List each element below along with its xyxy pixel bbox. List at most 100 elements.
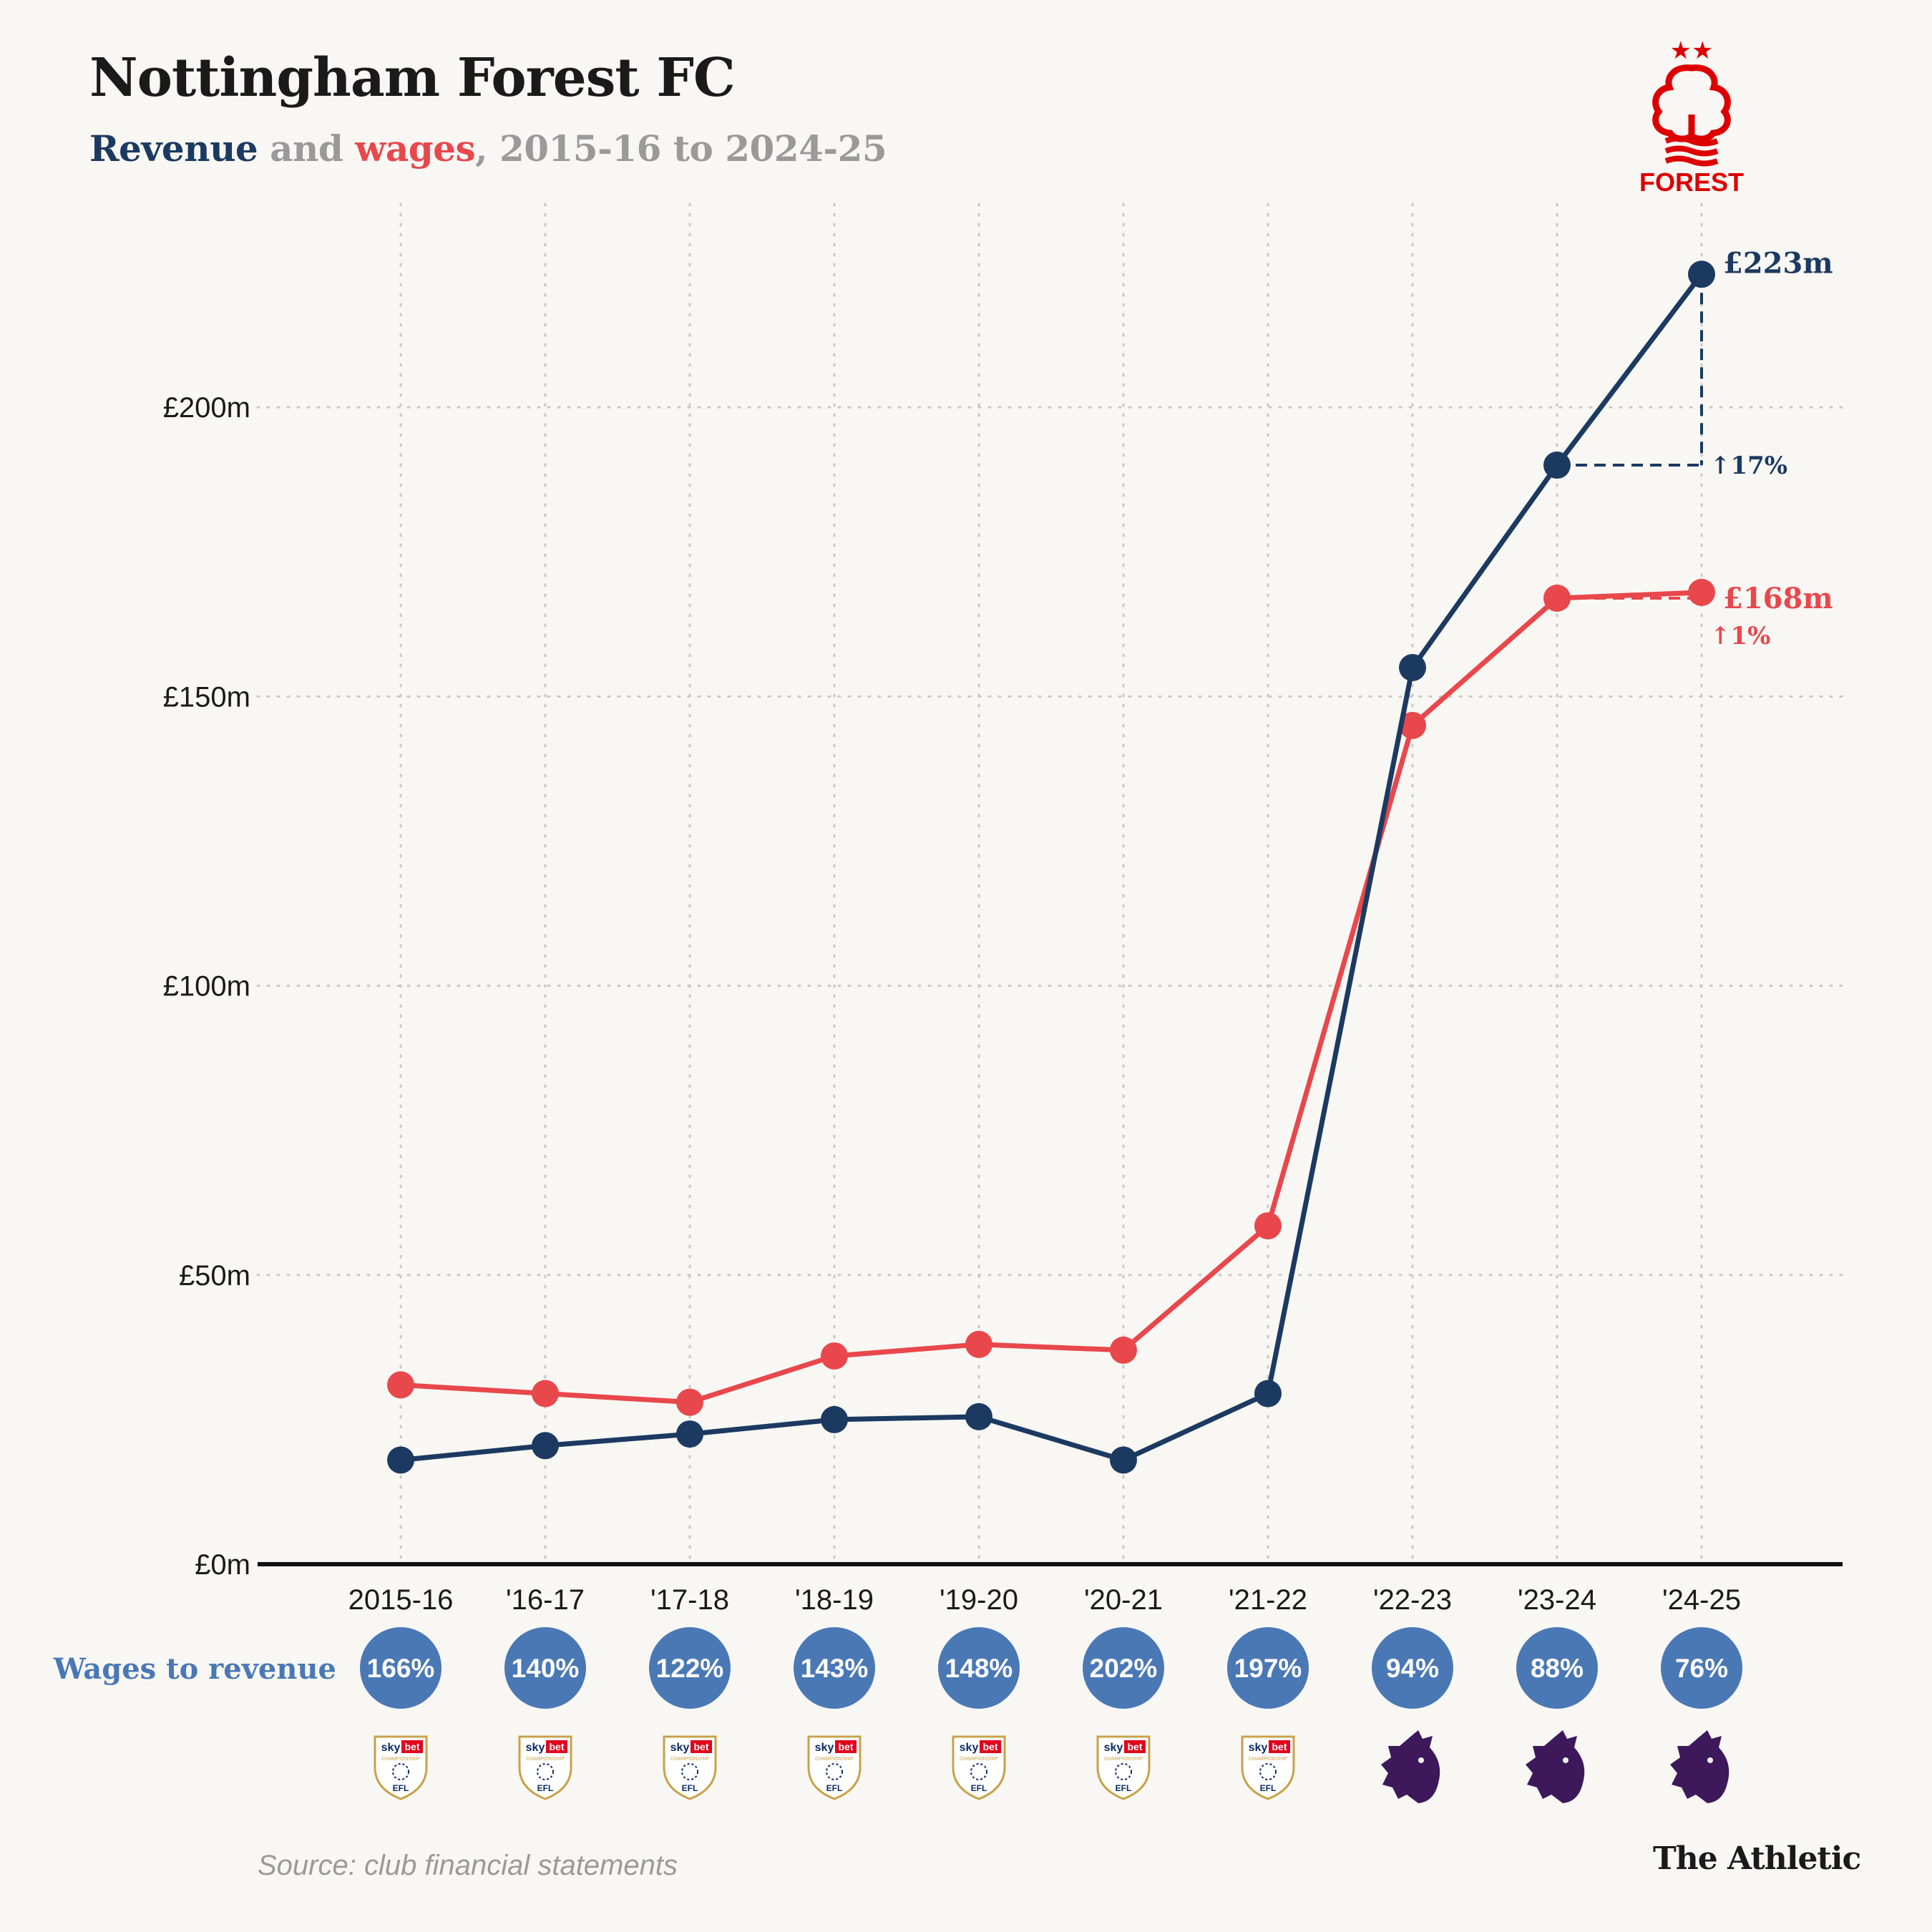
bet-box xyxy=(1124,1740,1146,1753)
chart-subtitle: Revenue and wages, 2015-16 to 2024-25 xyxy=(89,127,887,170)
crest-star-icon: ★★ xyxy=(1670,36,1714,65)
wages-point xyxy=(1110,1336,1137,1364)
revenue-point xyxy=(1543,452,1571,479)
lion-head-icon xyxy=(1381,1730,1440,1803)
tree-icon xyxy=(1652,64,1731,142)
efl-text: EFL xyxy=(826,1783,843,1793)
wages-point xyxy=(821,1342,848,1370)
wages-point xyxy=(1399,711,1426,739)
championship-logo: sky bet CHAMPIONSHIP EFL xyxy=(1096,1735,1151,1800)
championship-logo: sky bet CHAMPIONSHIP EFL xyxy=(1241,1735,1295,1800)
x-tick-label: '18-19 xyxy=(795,1584,874,1616)
bet-box xyxy=(691,1740,712,1753)
championship-logo: sky bet CHAMPIONSHIP EFL xyxy=(518,1735,572,1800)
revenue-change-label: ↑17% xyxy=(1710,452,1787,480)
efl-ball-icon xyxy=(1259,1763,1277,1780)
bet-text: bet xyxy=(983,1741,998,1752)
subtitle-and: and xyxy=(258,127,356,170)
wages-point xyxy=(1543,584,1571,612)
efl-text: EFL xyxy=(393,1783,409,1793)
bet-text: bet xyxy=(1128,1741,1143,1752)
ratio-value: 88% xyxy=(1531,1654,1584,1683)
revenue-point xyxy=(1688,260,1715,288)
wages-point xyxy=(676,1388,703,1416)
chart-title: Nottingham Forest FC xyxy=(89,47,736,109)
lion-head-icon xyxy=(1526,1730,1585,1803)
efl-text: EFL xyxy=(971,1783,987,1793)
ratio-badge xyxy=(1227,1627,1309,1709)
efl-text: EFL xyxy=(682,1783,698,1793)
revenue-point xyxy=(1254,1380,1282,1407)
wages-point xyxy=(1254,1212,1282,1240)
ratio-value: 197% xyxy=(1234,1654,1302,1683)
lion-eye-icon xyxy=(1707,1757,1713,1763)
wages-point xyxy=(387,1371,414,1399)
x-tick-label: '17-18 xyxy=(650,1584,729,1616)
ratio-row-title: Wages to revenue xyxy=(53,1652,336,1686)
x-tick-label: '21-22 xyxy=(1229,1584,1307,1616)
efl-ball-icon xyxy=(826,1763,843,1780)
x-tick-label: 2015-16 xyxy=(348,1584,454,1616)
wages-line xyxy=(400,590,1702,1405)
efl-ball-icon xyxy=(1115,1763,1132,1780)
wages-point xyxy=(965,1330,992,1358)
y-tick-label: £0m xyxy=(195,1549,250,1581)
efl-text: EFL xyxy=(1116,1783,1132,1793)
revenue-point xyxy=(387,1446,414,1474)
revenue-point xyxy=(1399,653,1426,681)
championship-text: CHAMPIONSHIP xyxy=(960,1757,998,1762)
premier-league-logo xyxy=(1526,1730,1585,1803)
bet-box xyxy=(980,1740,1001,1753)
ratio-badge xyxy=(1661,1627,1742,1709)
revenue-line xyxy=(400,273,1704,1463)
ratio-badge xyxy=(938,1627,1020,1709)
bet-box xyxy=(546,1740,567,1753)
championship-text: CHAMPIONSHIP xyxy=(815,1757,854,1762)
championship-text: CHAMPIONSHIP xyxy=(381,1757,420,1762)
wages-change-label: ↑1% xyxy=(1710,622,1770,650)
ratio-value: 166% xyxy=(367,1654,435,1683)
revenue-point xyxy=(965,1402,992,1430)
x-tick-label: '24-25 xyxy=(1662,1584,1741,1616)
championship-logo: sky bet CHAMPIONSHIP EFL xyxy=(952,1735,1006,1800)
revenue-point xyxy=(821,1405,848,1433)
revenue-point xyxy=(532,1432,559,1460)
x-axis: 2015-16 '16-17 '17-18 '18-19 '19-20 '20-21 '21… xyxy=(348,1584,1741,1616)
ratio-value: 143% xyxy=(801,1654,869,1683)
efl-ball-icon xyxy=(392,1763,409,1780)
ratio-badge xyxy=(504,1627,586,1709)
sky-text: sky xyxy=(526,1742,545,1754)
efl-ball-icon xyxy=(537,1763,554,1780)
ratio-badge xyxy=(794,1627,875,1709)
x-tick-label: '19-20 xyxy=(940,1584,1018,1616)
sky-text: sky xyxy=(1249,1742,1268,1754)
bet-box xyxy=(835,1740,857,1753)
ratio-badge xyxy=(649,1627,731,1709)
wages-to-revenue-row: Wages to revenue 166% 140% 122% 143% 148% 202… xyxy=(53,1627,1742,1709)
bet-text: bet xyxy=(839,1741,854,1752)
bet-text: bet xyxy=(1272,1741,1287,1752)
revenue-end-label: £223m xyxy=(1723,246,1833,280)
championship-text: CHAMPIONSHIP xyxy=(526,1757,565,1762)
premier-league-logo xyxy=(1670,1730,1729,1803)
ratio-badge xyxy=(1516,1627,1598,1709)
championship-text: CHAMPIONSHIP xyxy=(1249,1757,1287,1762)
premier-league-logo xyxy=(1381,1730,1440,1803)
ratio-badge xyxy=(1083,1627,1164,1709)
wages-point xyxy=(1688,578,1715,606)
wages-end-label: £168m xyxy=(1723,582,1833,615)
revenue-point xyxy=(1110,1446,1137,1474)
y-tick-label: £100m xyxy=(163,971,250,1002)
y-tick-label: £150m xyxy=(163,681,250,713)
sky-text: sky xyxy=(960,1742,979,1754)
bet-text: bet xyxy=(405,1741,420,1752)
x-tick-label: '16-17 xyxy=(506,1584,585,1616)
source-note: Source: club financial statements xyxy=(258,1850,678,1881)
efl-ball-icon xyxy=(681,1763,698,1780)
sky-text: sky xyxy=(1104,1742,1123,1754)
ratio-value: 140% xyxy=(512,1654,580,1683)
championship-text: CHAMPIONSHIP xyxy=(670,1757,709,1762)
ratio-value: 122% xyxy=(656,1654,724,1683)
